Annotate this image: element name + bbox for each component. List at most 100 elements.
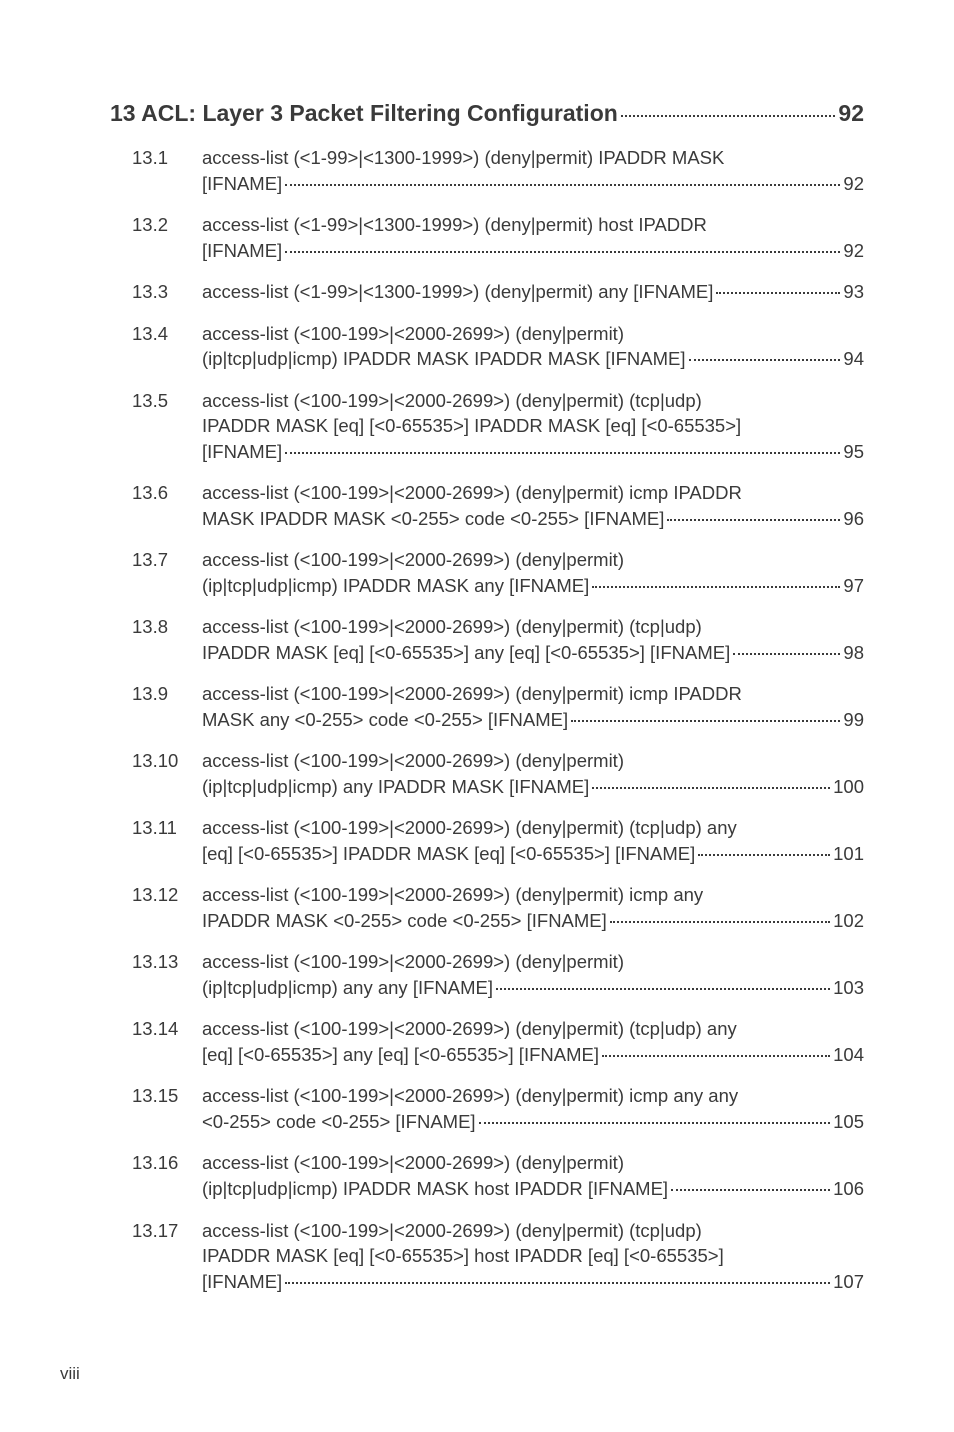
toc-entry-last-line: access-list (<1-99>|<1300-1999>) (deny|p… (202, 279, 864, 305)
toc-entry-number: 13.17 (110, 1218, 202, 1295)
toc-entry: 13.10access-list (<100-199>|<2000-2699>)… (110, 748, 864, 799)
leader-dots (285, 1282, 830, 1284)
toc-entry-number: 13.14 (110, 1016, 202, 1067)
toc-entry: 13.16access-list (<100-199>|<2000-2699>)… (110, 1150, 864, 1201)
toc-entry-last-text: [IFNAME] (202, 1269, 282, 1295)
toc-entry-line: IPADDR MASK [eq] [<0-65535>] host IPADDR… (202, 1243, 864, 1269)
toc-entry-last-line: (ip|tcp|udp|icmp) any any [IFNAME] 103 (202, 975, 864, 1001)
toc-entry-last-text: IPADDR MASK [eq] [<0-65535>] any [eq] [<… (202, 640, 730, 666)
toc-entry-page: 92 (843, 238, 864, 264)
toc-entry-page: 99 (843, 707, 864, 733)
toc-entry-number: 13.9 (110, 681, 202, 732)
toc-entry: 13.11access-list (<100-199>|<2000-2699>)… (110, 815, 864, 866)
toc-entry-last-text: <0-255> code <0-255> [IFNAME] (202, 1109, 476, 1135)
toc-entry-last-line: [eq] [<0-65535>] any [eq] [<0-65535>] [I… (202, 1042, 864, 1068)
toc-entry-body: access-list (<100-199>|<2000-2699>) (den… (202, 882, 864, 933)
toc-entry-body: access-list (<100-199>|<2000-2699>) (den… (202, 1218, 864, 1295)
toc-entry-line: access-list (<100-199>|<2000-2699>) (den… (202, 1016, 864, 1042)
toc-entry-number: 13.3 (110, 279, 202, 305)
toc-entry-last-line: MASK IPADDR MASK <0-255> code <0-255> [I… (202, 506, 864, 532)
chapter-heading: 13 ACL: Layer 3 Packet Filtering Configu… (110, 100, 864, 127)
toc-entry-page: 106 (833, 1176, 864, 1202)
toc-entry: 13.15access-list (<100-199>|<2000-2699>)… (110, 1083, 864, 1134)
toc-entry-line: access-list (<100-199>|<2000-2699>) (den… (202, 614, 864, 640)
toc-entry-last-line: [IFNAME] 92 (202, 171, 864, 197)
toc-entry-line: access-list (<100-199>|<2000-2699>) (den… (202, 748, 864, 774)
toc-entry: 13.8access-list (<100-199>|<2000-2699>) … (110, 614, 864, 665)
toc-entry-body: access-list (<100-199>|<2000-2699>) (den… (202, 321, 864, 372)
toc-entry-last-text: (ip|tcp|udp|icmp) any IPADDR MASK [IFNAM… (202, 774, 589, 800)
toc-entry-number: 13.6 (110, 480, 202, 531)
toc-entry-last-text: (ip|tcp|udp|icmp) IPADDR MASK any [IFNAM… (202, 573, 589, 599)
leader-dots (698, 854, 830, 856)
toc-entry-last-text: access-list (<1-99>|<1300-1999>) (deny|p… (202, 279, 713, 305)
toc-entry-line: access-list (<100-199>|<2000-2699>) (den… (202, 321, 864, 347)
toc-entry-number: 13.10 (110, 748, 202, 799)
toc-entry: 13.12access-list (<100-199>|<2000-2699>)… (110, 882, 864, 933)
toc-entry-body: access-list (<100-199>|<2000-2699>) (den… (202, 547, 864, 598)
toc-entry-number: 13.5 (110, 388, 202, 465)
toc-entry: 13.9access-list (<100-199>|<2000-2699>) … (110, 681, 864, 732)
toc-entry-page: 105 (833, 1109, 864, 1135)
toc-entry-body: access-list (<100-199>|<2000-2699>) (den… (202, 480, 864, 531)
toc-entry-line: access-list (<1-99>|<1300-1999>) (deny|p… (202, 145, 864, 171)
leader-dots (285, 452, 840, 454)
leader-dots (689, 359, 841, 361)
toc-entry-last-line: MASK any <0-255> code <0-255> [IFNAME] 99 (202, 707, 864, 733)
leader-dots (667, 519, 840, 521)
toc-entry-last-text: [eq] [<0-65535>] IPADDR MASK [eq] [<0-65… (202, 841, 695, 867)
toc-entry-body: access-list (<1-99>|<1300-1999>) (deny|p… (202, 279, 864, 305)
leader-dots (716, 292, 840, 294)
toc-entry-last-text: (ip|tcp|udp|icmp) IPADDR MASK host IPADD… (202, 1176, 668, 1202)
toc-entry-page: 98 (843, 640, 864, 666)
toc-entry-line: access-list (<100-199>|<2000-2699>) (den… (202, 480, 864, 506)
toc-entry-last-line: [IFNAME]107 (202, 1269, 864, 1295)
toc-entry-page: 104 (833, 1042, 864, 1068)
toc-entry-page: 92 (843, 171, 864, 197)
toc-entry-number: 13.11 (110, 815, 202, 866)
leader-dots (592, 586, 840, 588)
toc-entry-line: access-list (<100-199>|<2000-2699>) (den… (202, 388, 864, 414)
toc-entry-last-line: [IFNAME] 95 (202, 439, 864, 465)
toc-entry-last-line: IPADDR MASK [eq] [<0-65535>] any [eq] [<… (202, 640, 864, 666)
toc-entry-last-text: [IFNAME] (202, 439, 282, 465)
toc-entry-number: 13.16 (110, 1150, 202, 1201)
toc-entry-number: 13.2 (110, 212, 202, 263)
toc-entry-number: 13.15 (110, 1083, 202, 1134)
toc-entry-body: access-list (<100-199>|<2000-2699>) (den… (202, 1083, 864, 1134)
toc-entry-last-text: (ip|tcp|udp|icmp) any any [IFNAME] (202, 975, 493, 1001)
leader-dots (496, 988, 830, 990)
toc-entry-page: 103 (833, 975, 864, 1001)
toc-entry-last-line: (ip|tcp|udp|icmp) IPADDR MASK any [IFNAM… (202, 573, 864, 599)
toc-entry-body: access-list (<100-199>|<2000-2699>) (den… (202, 949, 864, 1000)
toc-entry-body: access-list (<1-99>|<1300-1999>) (deny|p… (202, 212, 864, 263)
toc-entry-line: access-list (<1-99>|<1300-1999>) (deny|p… (202, 212, 864, 238)
toc-entry-body: access-list (<100-199>|<2000-2699>) (den… (202, 1150, 864, 1201)
toc-entry-page: 100 (833, 774, 864, 800)
toc-entry-body: access-list (<100-199>|<2000-2699>) (den… (202, 815, 864, 866)
toc-entry-last-line: IPADDR MASK <0-255> code <0-255> [IFNAME… (202, 908, 864, 934)
toc-entry: 13.5access-list (<100-199>|<2000-2699>) … (110, 388, 864, 465)
toc-entry-last-text: MASK any <0-255> code <0-255> [IFNAME] (202, 707, 568, 733)
toc-entry: 13.17access-list (<100-199>|<2000-2699>)… (110, 1218, 864, 1295)
leader-dots (602, 1055, 830, 1057)
leader-dots (571, 720, 840, 722)
toc-entry-last-line: (ip|tcp|udp|icmp) IPADDR MASK IPADDR MAS… (202, 346, 864, 372)
leader-dots (285, 184, 840, 186)
toc-entry-line: access-list (<100-199>|<2000-2699>) (den… (202, 1150, 864, 1176)
toc-entry: 13.7access-list (<100-199>|<2000-2699>) … (110, 547, 864, 598)
toc-entry-last-line: (ip|tcp|udp|icmp) IPADDR MASK host IPADD… (202, 1176, 864, 1202)
toc-entry-body: access-list (<1-99>|<1300-1999>) (deny|p… (202, 145, 864, 196)
toc-entry-page: 95 (843, 439, 864, 465)
toc-entry-number: 13.1 (110, 145, 202, 196)
toc-entry: 13.4access-list (<100-199>|<2000-2699>) … (110, 321, 864, 372)
toc-entry-line: access-list (<100-199>|<2000-2699>) (den… (202, 1218, 864, 1244)
toc-entry: 13.1access-list (<1-99>|<1300-1999>) (de… (110, 145, 864, 196)
toc-entry-last-text: [IFNAME] (202, 171, 282, 197)
toc-entry-number: 13.13 (110, 949, 202, 1000)
leader-dots (671, 1189, 830, 1191)
toc-entry-line: access-list (<100-199>|<2000-2699>) (den… (202, 681, 864, 707)
toc-entry-number: 13.7 (110, 547, 202, 598)
toc-entry: 13.2access-list (<1-99>|<1300-1999>) (de… (110, 212, 864, 263)
leader-dots (610, 921, 830, 923)
